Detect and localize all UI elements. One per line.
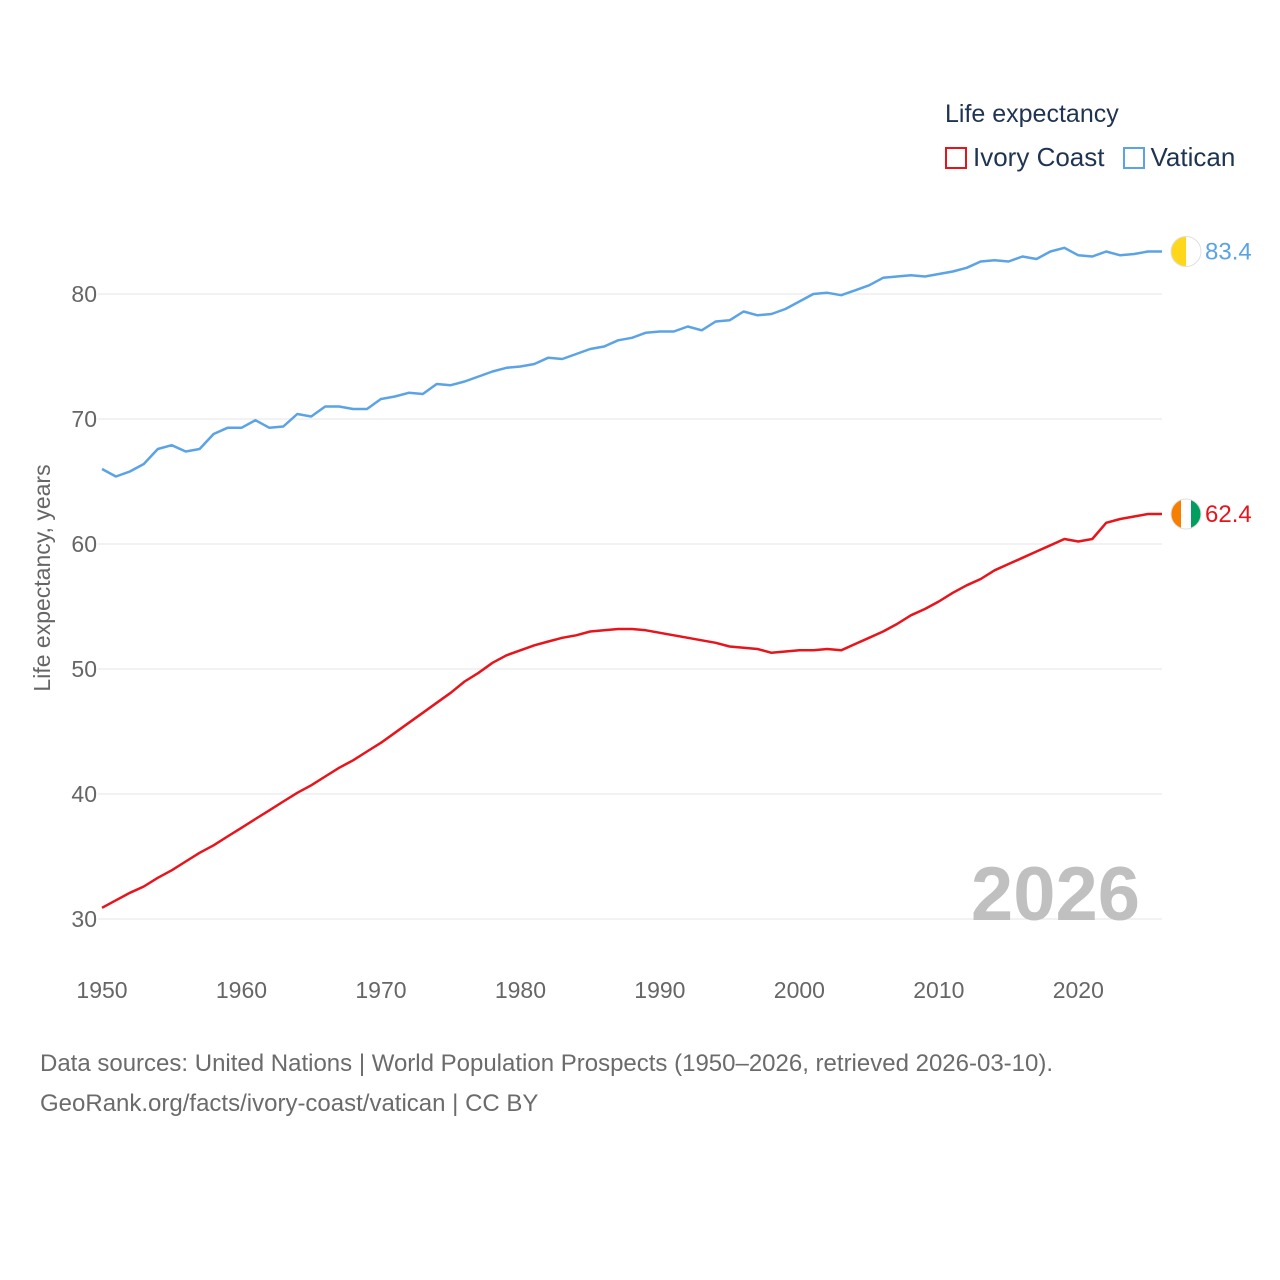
x-tick-label: 2010 [913,977,964,1003]
legend-swatch-ivory-coast [945,146,967,169]
x-tick-label: 1970 [355,977,406,1003]
series-line-vatican[interactable] [101,246,1162,478]
legend-swatch-vatican [1122,146,1145,169]
y-tick-label: 70 [71,406,97,432]
legend-item-ivory-coast[interactable]: Ivory Coast [945,142,1105,173]
gridlines [98,293,1162,920]
y-tick-label: 30 [71,906,97,932]
y-tick-label: 40 [71,781,97,807]
series-line-ivory-coast[interactable] [101,512,1162,909]
x-axis-ticks: 1950 1960 1970 1980 1990 2000 2010 2020 [76,977,1103,1003]
legend-title: Life expectancy [945,100,1119,128]
line-chart: 30 40 50 60 70 80 1950 1960 1970 1980 1990 2000 201… [29,236,1252,1003]
x-tick-label: 2000 [774,977,825,1003]
y-tick-label: 80 [71,281,97,307]
year-watermark: 2026 [971,852,1140,937]
legend: Ivory Coast Vatican [945,142,1253,173]
flag-icon-ivory-coast [1170,498,1202,530]
x-tick-label: 1980 [495,977,546,1003]
y-tick-label: 50 [71,656,97,682]
footer: Data sources: United Nations | World Pop… [40,1044,1053,1124]
end-label-ivory-coast: 62.4 [1205,501,1252,528]
end-markers: 62.4 83.4 [1170,236,1252,530]
y-axis-label: Life expectancy, years [29,464,55,691]
series-lines [101,246,1162,909]
legend-item-vatican[interactable]: Vatican [1122,142,1236,173]
footer-sources: Data sources: United Nations | World Pop… [40,1050,1054,1077]
end-label-vatican: 83.4 [1205,239,1252,266]
x-tick-label: 1990 [634,977,685,1003]
flag-icon-vatican [1170,236,1202,267]
x-tick-label: 1950 [76,977,127,1003]
x-tick-label: 2020 [1053,977,1104,1003]
footer-link[interactable]: GeoRank.org/facts/ivory-coast/vatican | … [40,1090,539,1117]
y-axis-ticks: 30 40 50 60 70 80 [71,281,97,932]
y-tick-label: 60 [71,531,97,557]
x-tick-label: 1960 [216,977,267,1003]
legend-label-ivory-coast: Ivory Coast [973,142,1105,172]
legend-label-vatican: Vatican [1150,142,1236,172]
